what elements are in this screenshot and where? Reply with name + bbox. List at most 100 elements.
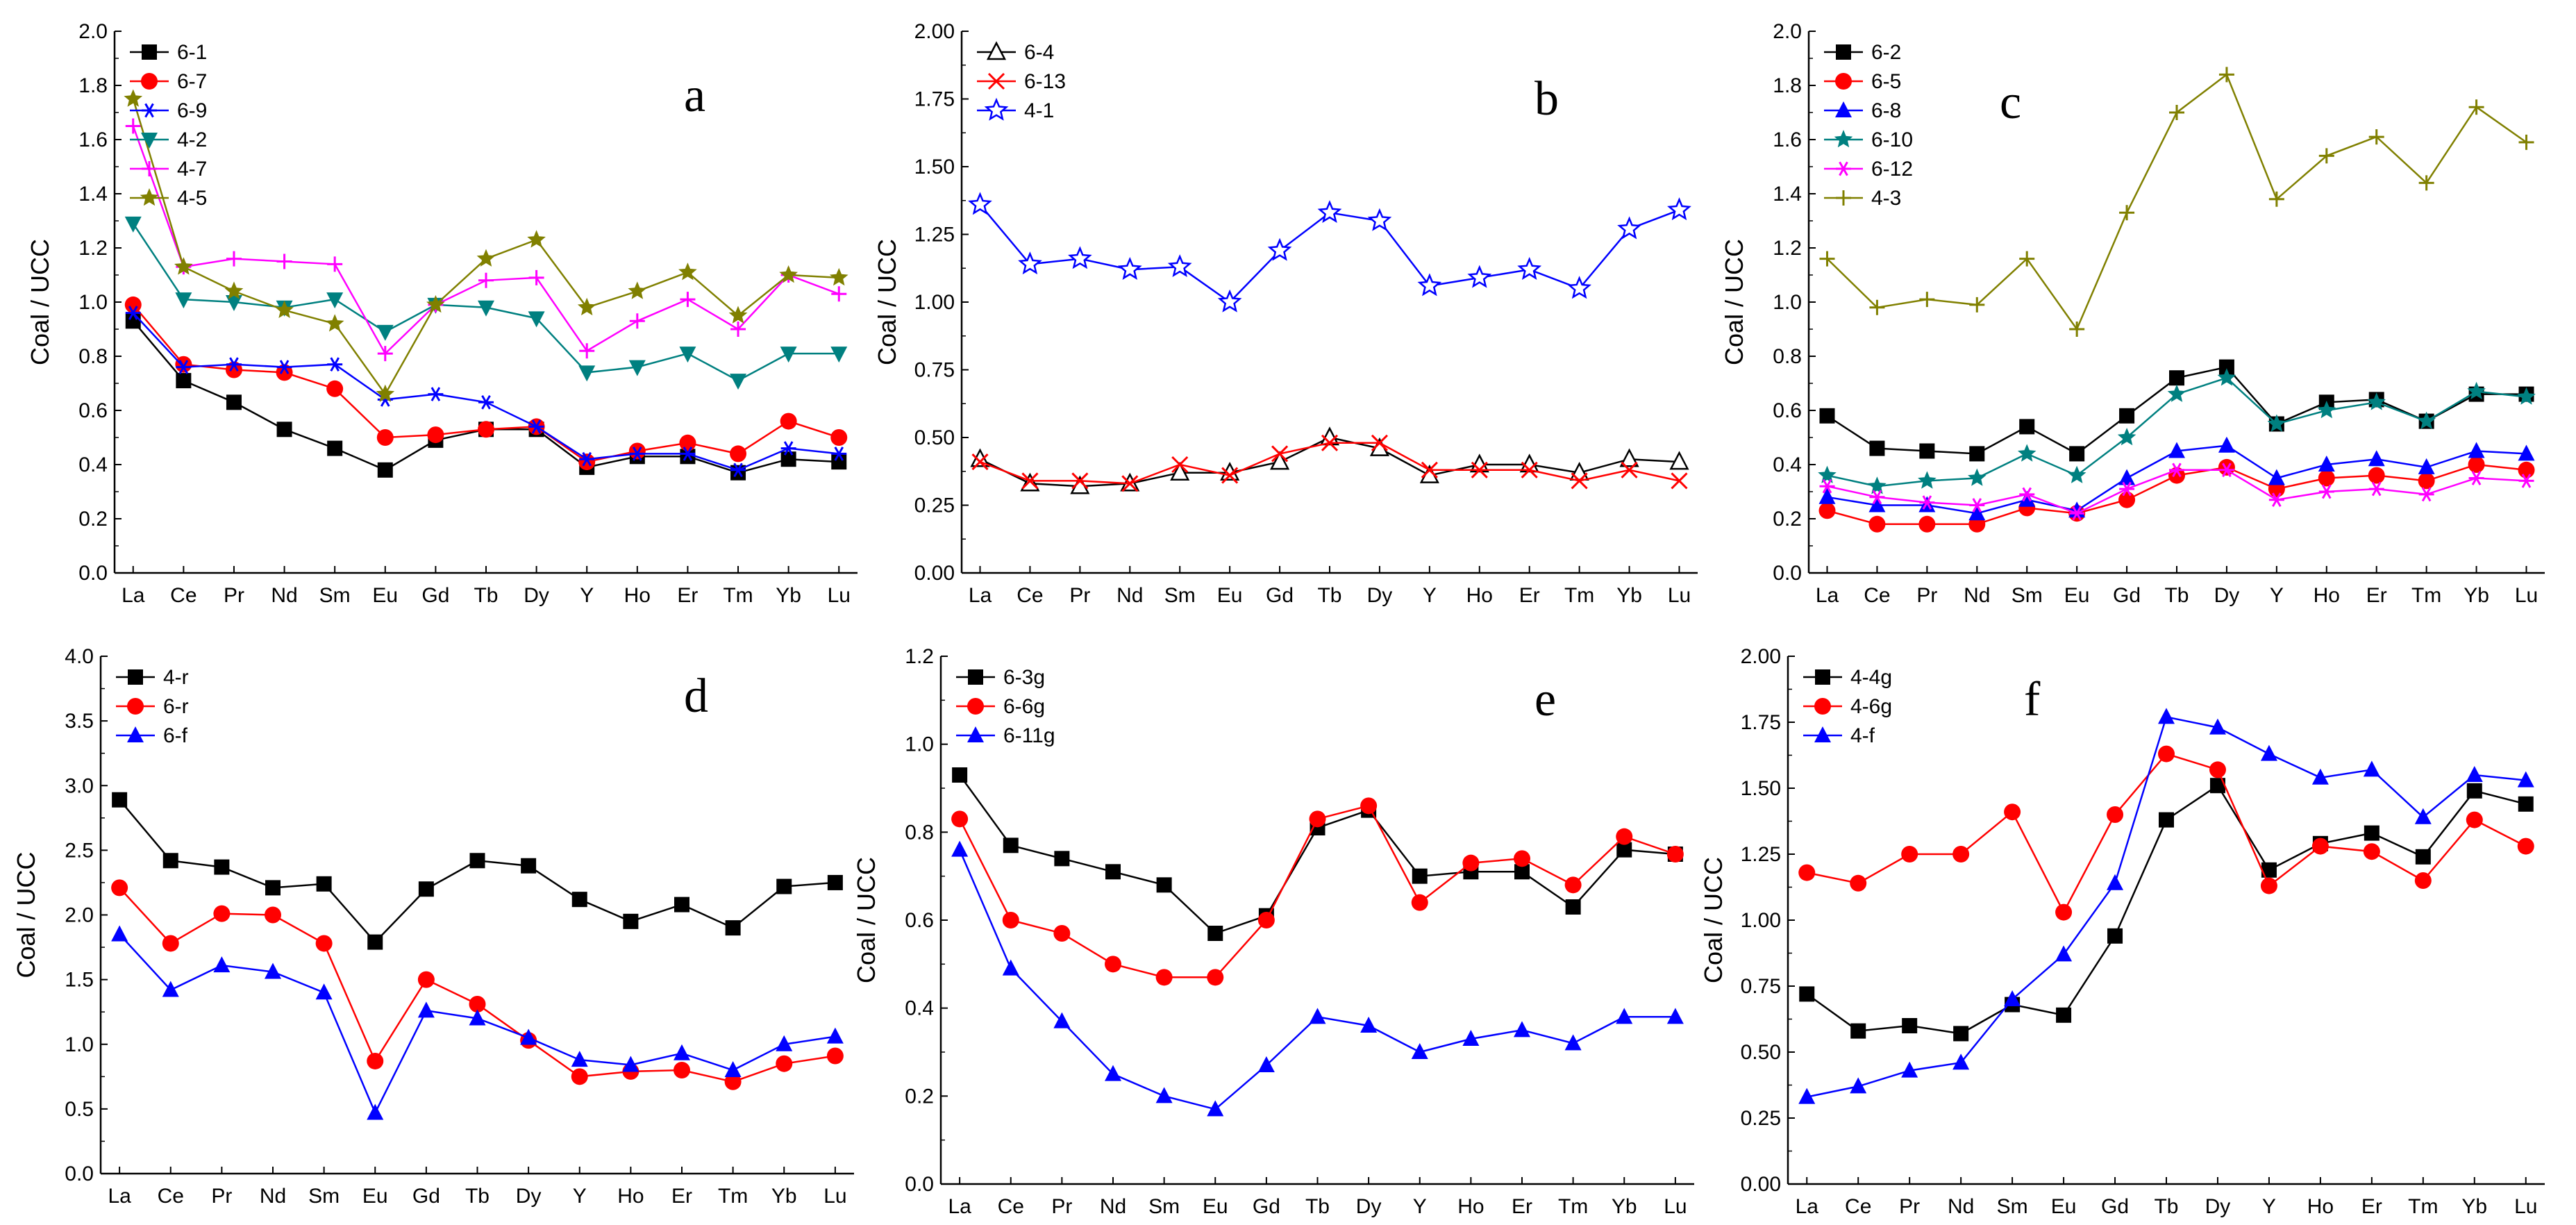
x-tick-label: Ce xyxy=(1017,584,1043,607)
x-tick-label: Pr xyxy=(211,1185,232,1208)
x-tick-label: Tm xyxy=(2411,584,2441,607)
data-point-6-12 xyxy=(2268,492,2284,508)
data-point-6-8 xyxy=(2168,442,2185,458)
data-point-6-r xyxy=(724,1073,742,1090)
legend-label: 6-13 xyxy=(1024,70,1066,93)
y-tick-label: 2.00 xyxy=(914,20,955,43)
legend-marker xyxy=(968,669,983,685)
data-point-4-6g xyxy=(2004,803,2021,821)
data-point-6-11g xyxy=(1207,1100,1224,1117)
data-point-4-7 xyxy=(528,269,544,285)
x-tick-label: Nd xyxy=(260,1185,286,1208)
data-point-4-r xyxy=(571,892,587,908)
y-axis-title: Coal / UCC xyxy=(1720,239,1748,365)
data-point-6-7 xyxy=(427,426,444,444)
data-point-6-1 xyxy=(831,454,847,470)
data-point-6-10 xyxy=(2367,392,2386,410)
data-point-6-2 xyxy=(2019,419,2035,435)
data-point-6-9 xyxy=(176,360,192,374)
y-tick-label: 1.0 xyxy=(905,733,934,756)
data-point-4-4g xyxy=(2466,783,2482,799)
legend-marker xyxy=(1814,726,1831,742)
data-point-4-5 xyxy=(476,249,496,267)
y-tick-label: 1.25 xyxy=(914,224,955,247)
data-point-6-11g xyxy=(1002,959,1019,976)
x-tick-label: Eu xyxy=(2064,584,2090,607)
data-point-6-12 xyxy=(2518,474,2534,488)
data-point-6-2 xyxy=(2218,359,2234,375)
data-point-6-9 xyxy=(478,394,494,410)
data-point-6-8 xyxy=(2368,450,2385,467)
x-tick-label: Lu xyxy=(2514,1195,2537,1218)
y-tick-label: 0.6 xyxy=(905,909,934,932)
data-point-6-10 xyxy=(2267,414,2286,432)
y-tick-label: 1.50 xyxy=(914,156,955,178)
data-point-4-1 xyxy=(1417,273,1442,297)
legend-label: 4-r xyxy=(163,666,189,689)
data-point-6-5 xyxy=(1918,515,1936,533)
legend-marker xyxy=(142,44,157,60)
data-point-6-f xyxy=(265,962,281,979)
data-point-4-5 xyxy=(628,281,647,299)
x-tick-label: Ho xyxy=(2314,584,2340,607)
legend-marker xyxy=(1836,190,1851,206)
data-point-6-11g xyxy=(1257,1056,1275,1072)
data-point-6-10 xyxy=(2067,465,2086,483)
x-tick-label: Dy xyxy=(524,584,549,607)
data-point-6-2 xyxy=(1819,408,1835,424)
x-tick-label: Eu xyxy=(1217,584,1243,607)
data-point-4-r xyxy=(112,792,128,808)
data-point-4-4g xyxy=(2518,796,2534,812)
data-point-4-r xyxy=(162,853,178,869)
legend-marker xyxy=(127,726,144,742)
data-point-4-1 xyxy=(1267,238,1292,261)
x-tick-label: Ho xyxy=(1466,584,1493,607)
y-tick-label: 0.0 xyxy=(905,1173,934,1196)
data-point-6-4 xyxy=(1170,461,1190,481)
data-point-4-2 xyxy=(326,292,344,309)
series-line-4-6g xyxy=(1807,753,2527,915)
data-point-4-3 xyxy=(2268,191,2284,207)
data-point-4-7 xyxy=(276,253,292,269)
data-point-6-1 xyxy=(125,313,141,329)
data-point-6-r xyxy=(826,1047,844,1065)
data-point-6-10 xyxy=(1918,471,1937,489)
x-tick-label: Gd xyxy=(2101,1195,2129,1218)
data-point-6-7 xyxy=(376,429,394,446)
data-point-6-13 xyxy=(1421,461,1438,478)
x-tick-label: Lu xyxy=(1664,1195,1687,1218)
data-point-4-6g xyxy=(2260,877,2277,894)
data-point-6-1 xyxy=(226,394,242,410)
data-point-4-6g xyxy=(1798,864,1816,881)
x-tick-label: La xyxy=(1796,1195,1819,1218)
legend-marker xyxy=(1814,698,1831,715)
legend-label: 6-1 xyxy=(177,41,207,64)
data-point-6-12 xyxy=(2368,481,2384,497)
data-point-4-3 xyxy=(2518,134,2534,150)
legend-marker xyxy=(967,726,984,742)
data-point-4-r xyxy=(469,853,485,869)
y-tick-label: 1.6 xyxy=(78,128,108,151)
y-tick-label: 1.5 xyxy=(65,969,94,992)
x-tick-label: Er xyxy=(1512,1195,1532,1218)
data-point-6-8 xyxy=(2218,436,2235,453)
data-point-4-f xyxy=(2158,708,2175,724)
y-tick-label: 2.00 xyxy=(1741,645,1781,668)
legend-label: 6-4 xyxy=(1024,41,1054,64)
data-point-4-1 xyxy=(1217,289,1242,312)
y-tick-label: 1.75 xyxy=(914,88,955,111)
y-tick-label: 1.50 xyxy=(1741,777,1781,800)
data-point-6-12 xyxy=(1919,495,1935,510)
legend-marker xyxy=(1835,101,1852,117)
data-point-6-12 xyxy=(2318,484,2334,499)
y-tick-label: 1.25 xyxy=(1741,843,1781,866)
x-tick-label: Eu xyxy=(2051,1195,2077,1218)
data-point-6-11g xyxy=(1616,1008,1633,1024)
data-point-4-3 xyxy=(2218,67,2234,83)
data-point-6-3g xyxy=(1207,926,1223,941)
data-point-4-6g xyxy=(2466,811,2483,828)
data-point-6-3g xyxy=(1514,864,1530,880)
data-point-6-13 xyxy=(1621,461,1638,478)
x-tick-label: Er xyxy=(1519,584,1540,607)
x-tick-label: Lu xyxy=(2515,584,2538,607)
